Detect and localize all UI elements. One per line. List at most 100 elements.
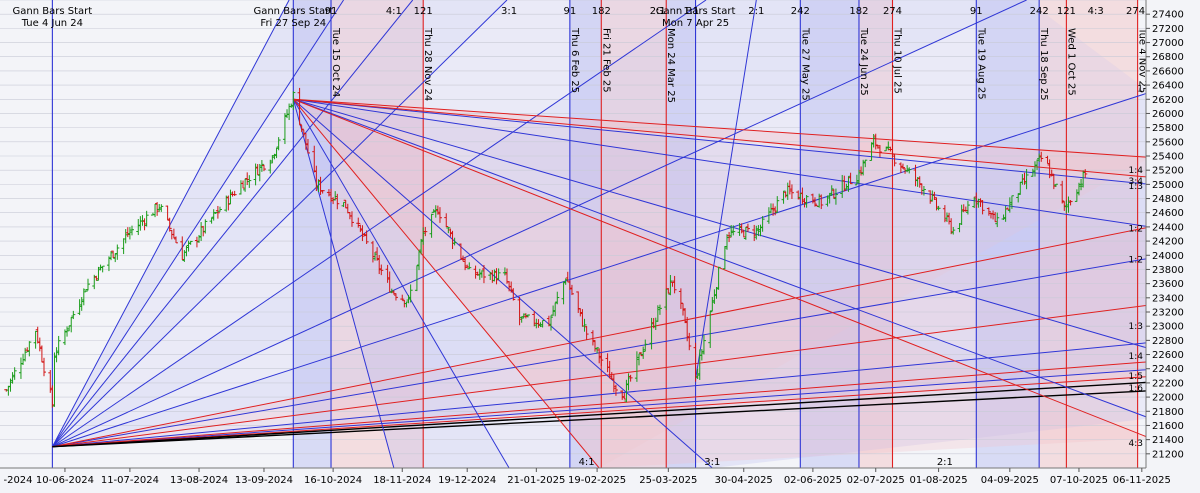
ohlc-bar	[408, 284, 413, 303]
time-line-label: Tue 27 May 25	[799, 27, 810, 101]
ohlc-bar	[203, 219, 208, 234]
top-count-label: 1:1	[683, 6, 699, 17]
ohlc-bar	[789, 184, 794, 199]
ohlc-bar	[349, 211, 354, 227]
time-band	[666, 0, 696, 468]
x-tick-label: 01-08-2025	[910, 475, 968, 486]
x-tick-label: 06-11-2025	[1113, 475, 1171, 486]
time-band	[1039, 0, 1067, 468]
fan-ray	[52, 0, 1027, 448]
x-tick-label: 13-09-2024	[235, 475, 293, 486]
x-axis: -2024 10-06-2024 11-07-2024 13-08-2024 13-09…	[0, 467, 1200, 489]
ohlc-bar	[115, 244, 120, 260]
x-axis-background	[0, 468, 1200, 489]
time-line-label: Thu 18 Sep 25	[1038, 27, 1049, 101]
ohlc-bar	[393, 293, 398, 301]
time-line-labels: Tue 15 Oct 24 Thu 28 Nov 24 Thu 6 Feb 25 Fr…	[330, 27, 1148, 103]
x-tick-label: 02-07-2025	[847, 475, 905, 486]
ohlc-bar	[1039, 151, 1044, 162]
ohlc-bar	[781, 190, 786, 204]
y-tick-label: 23600	[1152, 279, 1184, 290]
gann-marker-date: Fri 27 Sep 24	[260, 18, 326, 29]
ohlc-bar	[892, 153, 897, 167]
fan-ray	[52, 376, 1146, 448]
y-tick-label: 27200	[1152, 24, 1184, 35]
top-count-label: 182	[849, 6, 868, 17]
time-line-label: Thu 6 Feb 25	[569, 27, 580, 93]
ohlc-bar	[842, 175, 847, 192]
ohlc-bar	[446, 226, 451, 234]
ohlc-bar	[356, 217, 361, 228]
fan-ray	[52, 0, 508, 448]
bottom-ratio-labels: 4:1 3:1 2:1	[579, 457, 953, 468]
ohlc-bar	[452, 237, 457, 246]
y-tick-label: 24000	[1152, 251, 1184, 262]
ohlc-bar	[555, 291, 560, 305]
gann-marker-date: Mon 7 Apr 25	[662, 18, 729, 29]
fan-ray	[52, 381, 1146, 448]
y-tick-label: 24400	[1152, 222, 1184, 233]
ohlc-bar	[657, 304, 662, 315]
x-tick-label: 13-08-2024	[170, 475, 228, 486]
gann-marker-title: Gann Bars Start	[253, 6, 333, 17]
y-tick-label: 22600	[1152, 350, 1184, 361]
x-tick-label: 10-06-2024	[36, 475, 94, 486]
y-tick-label: 21400	[1152, 435, 1184, 446]
fan-ratio-label: 3:4	[1129, 177, 1144, 187]
ohlc-bar	[525, 314, 530, 318]
ohlc-bar	[320, 190, 325, 194]
gann-fan-rays	[51, 0, 1146, 468]
y-tick-label: 23000	[1152, 322, 1184, 333]
y-tick-label: 25200	[1152, 166, 1184, 177]
x-tick-label: 19-12-2024	[438, 475, 496, 486]
plot-area	[0, 0, 1146, 468]
ohlc-bar	[85, 278, 90, 291]
ohlc-bar	[1009, 195, 1014, 209]
top-count-label: 2:1	[748, 6, 764, 17]
ohlc-bar	[613, 384, 618, 396]
x-tick-label: 30-04-2025	[715, 475, 773, 486]
ohlc-bar	[423, 226, 428, 237]
ohlc-bar	[1068, 200, 1073, 206]
price-bars	[4, 87, 1088, 408]
top-count-label: 2:1	[650, 6, 666, 17]
top-count-label: 121	[414, 6, 433, 17]
y-tick-label: 24600	[1152, 208, 1184, 219]
ohlc-bar	[429, 213, 434, 238]
x-tick-label: 04-09-2025	[981, 475, 1039, 486]
ohlc-bar	[668, 275, 673, 296]
ohlc-bar	[27, 341, 32, 357]
fan-ratio-labels: 11:43:41:31:21:21:31:41:51:64:3	[1129, 85, 1144, 450]
fan-ray	[52, 304, 1146, 448]
y-tick-label: 26600	[1152, 66, 1184, 77]
ohlc-bar	[173, 236, 178, 244]
fan-ray	[52, 342, 1146, 448]
ohlc-bar	[481, 264, 486, 284]
time-band	[1066, 0, 1138, 468]
time-line-label: Tue 24 Jun 25	[858, 27, 869, 96]
top-count-label: 4:1	[386, 6, 402, 17]
fan-ray	[293, 98, 1146, 349]
time-band	[331, 0, 424, 468]
y-tick-label: 22800	[1152, 336, 1184, 347]
ohlc-bar	[56, 335, 61, 356]
ohlc-bar	[687, 332, 692, 351]
top-count-label: 4:3	[1088, 6, 1104, 17]
y-tick-label: 26200	[1152, 95, 1184, 106]
ohlc-bar	[12, 367, 17, 380]
time-line-label: Wed 1 Oct 25	[1065, 28, 1076, 96]
top-count-label: 91	[563, 6, 576, 17]
fan-ray	[52, 369, 1146, 448]
ohlc-bar	[863, 159, 868, 168]
gann-marker-title: Gann Bars Start	[656, 6, 736, 17]
fan-ray	[292, 99, 395, 468]
top-count-label: 242	[791, 6, 810, 17]
x-tick-label: -2024	[3, 475, 32, 486]
fan-ray	[52, 227, 1146, 448]
ohlc-bar	[907, 167, 912, 174]
ohlc-bar	[921, 185, 926, 196]
ohlc-bar	[217, 206, 222, 212]
ohlc-bar	[437, 207, 442, 223]
fan-ray	[52, 0, 707, 448]
